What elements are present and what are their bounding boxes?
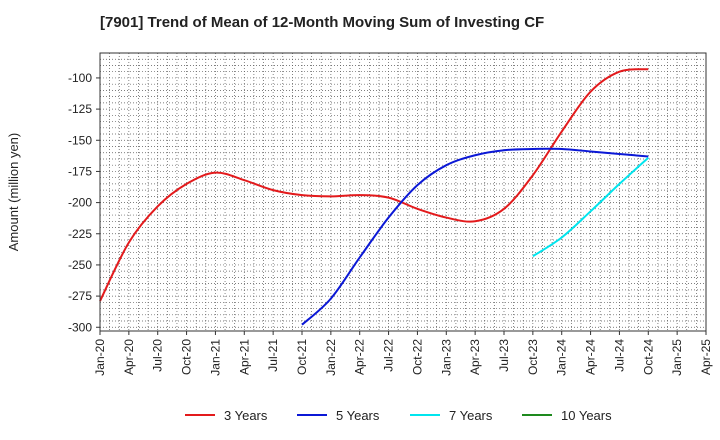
x-tick-label: Jul-22 (382, 339, 396, 372)
x-tick-label: Apr-21 (237, 339, 251, 375)
gridlines (100, 53, 706, 331)
y-tick-label: -300 (68, 320, 92, 334)
y-tick-labels: -100 -125 -150 -175 -200 -225 -250 -275 -300 (68, 71, 92, 334)
y-tick-label: -175 (68, 164, 92, 178)
x-tick-label: Jan-23 (439, 339, 453, 376)
legend-label: 3 Years (224, 408, 268, 423)
x-tick-label: Apr-20 (122, 339, 136, 375)
y-tick-label: -250 (68, 258, 92, 272)
x-tick-label: Oct-22 (410, 339, 424, 375)
x-tick-label: Jan-21 (208, 339, 222, 376)
y-tick-label: -200 (68, 196, 92, 210)
plot-frame (99, 52, 707, 332)
series-line-5-years (301, 147, 649, 326)
y-axis-title: Amount (million yen) (6, 133, 21, 252)
x-tick-label: Oct-21 (295, 339, 309, 375)
x-tick-label: Oct-20 (180, 339, 194, 375)
legend-label: 7 Years (449, 408, 493, 423)
x-tick-label: Apr-22 (353, 339, 367, 375)
legend-label: 10 Years (561, 408, 612, 423)
plot-area (100, 53, 706, 331)
x-tick-label: Jan-20 (93, 339, 107, 376)
series-line-7-years (532, 156, 649, 258)
x-tick-label: Jul-21 (266, 339, 280, 372)
series-line-3-years (99, 68, 649, 302)
y-tick-label: -125 (68, 102, 92, 116)
x-tick-label: Jul-24 (612, 339, 626, 372)
plot-background (100, 53, 706, 331)
series-lines (99, 68, 649, 326)
x-tick-label: Jul-20 (151, 339, 165, 372)
y-tick-label: -275 (68, 289, 92, 303)
legend-label: 5 Years (336, 408, 380, 423)
x-tick-label: Oct-23 (526, 339, 540, 375)
axes (96, 52, 707, 335)
x-tick-label: Oct-24 (641, 339, 655, 375)
y-tick-label: -100 (68, 71, 92, 85)
x-tick-label: Jan-24 (555, 339, 569, 376)
x-tick-label: Apr-23 (468, 339, 482, 375)
y-tick-label: -150 (68, 133, 92, 147)
x-tick-label: Apr-25 (699, 339, 713, 375)
x-tick-label: Jan-25 (670, 339, 684, 376)
x-tick-label: Apr-24 (584, 339, 598, 375)
x-tick-label: Jan-22 (324, 339, 338, 376)
y-tick-label: -225 (68, 227, 92, 241)
x-tick-labels: Jan-20 Apr-20 Jul-20 Oct-20 Jan-21 Apr-21 Jul-… (93, 339, 713, 376)
x-tick-label: Jul-23 (497, 339, 511, 372)
chart-title: [7901] Trend of Mean of 12-Month Moving … (100, 14, 545, 31)
legend: 3 Years 5 Years 7 Years 10 Years (185, 408, 612, 423)
